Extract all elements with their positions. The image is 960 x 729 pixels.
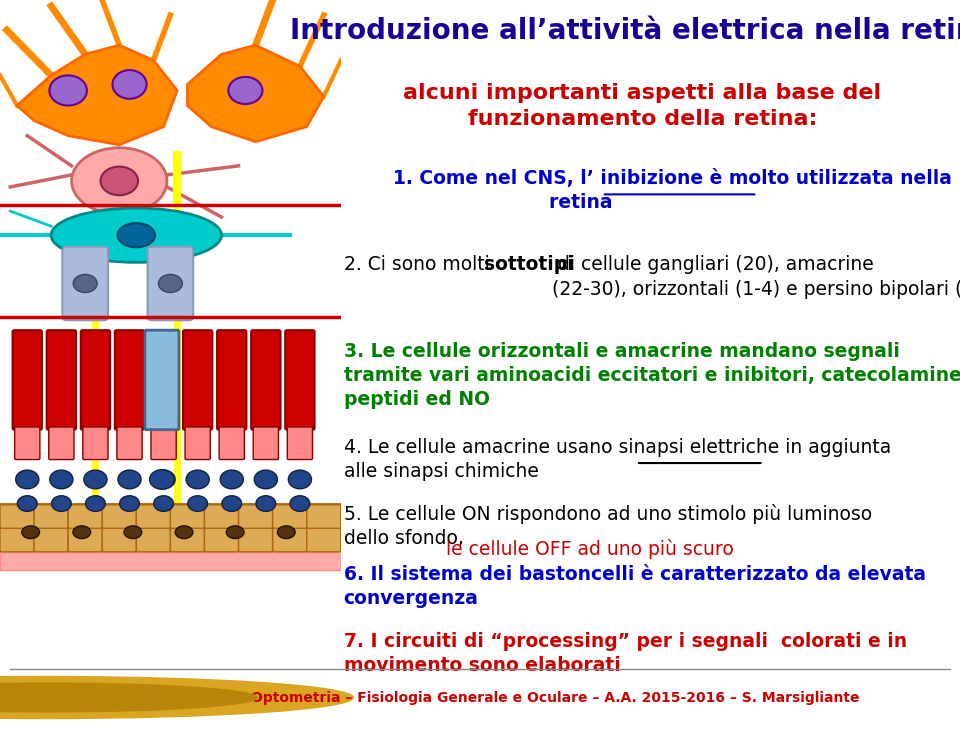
Ellipse shape xyxy=(220,470,243,489)
FancyBboxPatch shape xyxy=(219,427,245,459)
Ellipse shape xyxy=(256,496,276,512)
FancyBboxPatch shape xyxy=(273,504,306,529)
FancyBboxPatch shape xyxy=(62,246,108,320)
FancyBboxPatch shape xyxy=(83,427,108,459)
FancyBboxPatch shape xyxy=(115,330,144,429)
FancyBboxPatch shape xyxy=(149,330,179,429)
Ellipse shape xyxy=(152,470,175,489)
Ellipse shape xyxy=(117,223,156,247)
Text: 5. Le cellule ON rispondono ad uno stimolo più luminoso
dello sfondo,: 5. Le cellule ON rispondono ad uno stimo… xyxy=(344,504,872,548)
FancyBboxPatch shape xyxy=(68,504,102,529)
Text: 7. I circuiti di “processing” per i segnali  colorati e in
movimento sono elabor: 7. I circuiti di “processing” per i segn… xyxy=(344,631,907,675)
Circle shape xyxy=(0,677,353,719)
Text: alcuni importanti aspetti alla base del
funzionamento della retina:: alcuni importanti aspetti alla base del … xyxy=(403,83,881,129)
Ellipse shape xyxy=(227,526,244,539)
FancyBboxPatch shape xyxy=(148,246,193,320)
Ellipse shape xyxy=(124,526,142,539)
FancyBboxPatch shape xyxy=(204,529,238,552)
FancyBboxPatch shape xyxy=(0,552,341,570)
Polygon shape xyxy=(17,45,178,145)
FancyBboxPatch shape xyxy=(81,330,110,429)
Ellipse shape xyxy=(49,75,87,106)
FancyBboxPatch shape xyxy=(47,330,76,429)
FancyBboxPatch shape xyxy=(136,504,170,529)
Ellipse shape xyxy=(15,470,38,489)
Ellipse shape xyxy=(52,496,71,512)
FancyBboxPatch shape xyxy=(306,504,341,529)
Ellipse shape xyxy=(120,496,139,512)
FancyBboxPatch shape xyxy=(0,504,341,552)
Ellipse shape xyxy=(51,208,222,262)
FancyBboxPatch shape xyxy=(102,504,136,529)
FancyBboxPatch shape xyxy=(145,330,179,429)
FancyBboxPatch shape xyxy=(151,427,177,459)
Ellipse shape xyxy=(72,148,167,214)
Ellipse shape xyxy=(277,526,295,539)
FancyBboxPatch shape xyxy=(285,330,315,429)
Text: UniSalento – Ottica e Optometria – Fisiologia Generale e Oculare – A.A. 2015-201: UniSalento – Ottica e Optometria – Fisio… xyxy=(82,690,859,704)
Ellipse shape xyxy=(254,470,277,489)
Text: Introduzione all’attività elettrica nella retina: Introduzione all’attività elettrica nell… xyxy=(290,17,960,44)
Ellipse shape xyxy=(101,167,138,195)
FancyBboxPatch shape xyxy=(253,427,278,459)
FancyBboxPatch shape xyxy=(217,330,247,429)
Ellipse shape xyxy=(228,77,262,104)
Ellipse shape xyxy=(158,274,182,292)
FancyBboxPatch shape xyxy=(185,427,210,459)
Text: le cellule OFF ad uno più scuro: le cellule OFF ad uno più scuro xyxy=(446,539,734,558)
Ellipse shape xyxy=(73,526,90,539)
FancyBboxPatch shape xyxy=(252,330,280,429)
Text: di cellule gangliari (20), amacrine
(22-30), orizzontali (1-4) e persino bipolar: di cellule gangliari (20), amacrine (22-… xyxy=(552,255,960,299)
Text: 1. Come nel CNS, l’ inibizione è molto utilizzata nella
                        : 1. Come nel CNS, l’ inibizione è molto u… xyxy=(394,169,952,212)
FancyBboxPatch shape xyxy=(136,529,170,552)
FancyBboxPatch shape xyxy=(68,529,102,552)
Text: 2. Ci sono molti: 2. Ci sono molti xyxy=(344,255,495,274)
Ellipse shape xyxy=(22,526,39,539)
FancyBboxPatch shape xyxy=(306,529,341,552)
FancyBboxPatch shape xyxy=(273,529,306,552)
Ellipse shape xyxy=(84,470,107,489)
Ellipse shape xyxy=(222,496,242,512)
Ellipse shape xyxy=(290,496,310,512)
Ellipse shape xyxy=(154,496,174,512)
FancyBboxPatch shape xyxy=(117,427,142,459)
FancyBboxPatch shape xyxy=(238,529,273,552)
FancyBboxPatch shape xyxy=(287,427,313,459)
FancyBboxPatch shape xyxy=(170,529,204,552)
Text: sottotipi: sottotipi xyxy=(484,255,573,274)
Text: 3. Le cellule orizzontali e amacrine mandano segnali
tramite vari aminoacidi ecc: 3. Le cellule orizzontali e amacrine man… xyxy=(344,342,960,409)
FancyBboxPatch shape xyxy=(0,529,35,552)
Ellipse shape xyxy=(73,274,97,292)
FancyBboxPatch shape xyxy=(204,504,238,529)
FancyBboxPatch shape xyxy=(12,330,42,429)
Ellipse shape xyxy=(17,496,37,512)
Ellipse shape xyxy=(50,470,73,489)
Ellipse shape xyxy=(175,526,193,539)
FancyBboxPatch shape xyxy=(238,504,273,529)
Ellipse shape xyxy=(288,470,311,489)
Ellipse shape xyxy=(85,496,106,512)
FancyBboxPatch shape xyxy=(35,529,68,552)
Polygon shape xyxy=(187,45,324,141)
Ellipse shape xyxy=(112,70,147,98)
Circle shape xyxy=(0,683,257,712)
Ellipse shape xyxy=(150,469,174,489)
FancyBboxPatch shape xyxy=(183,330,212,429)
FancyBboxPatch shape xyxy=(49,427,74,459)
FancyBboxPatch shape xyxy=(14,427,40,459)
Text: 4. Le cellule amacrine usano sinapsi elettriche in aggiunta
alle sinapsi chimich: 4. Le cellule amacrine usano sinapsi ele… xyxy=(344,438,891,481)
Ellipse shape xyxy=(118,470,141,489)
FancyBboxPatch shape xyxy=(170,504,204,529)
Ellipse shape xyxy=(186,470,209,489)
FancyBboxPatch shape xyxy=(35,504,68,529)
FancyBboxPatch shape xyxy=(0,504,35,529)
Ellipse shape xyxy=(188,496,207,512)
FancyBboxPatch shape xyxy=(102,529,136,552)
Text: 6. Il sistema dei bastoncelli è caratterizzato da elevata
convergenza: 6. Il sistema dei bastoncelli è caratter… xyxy=(344,565,925,609)
